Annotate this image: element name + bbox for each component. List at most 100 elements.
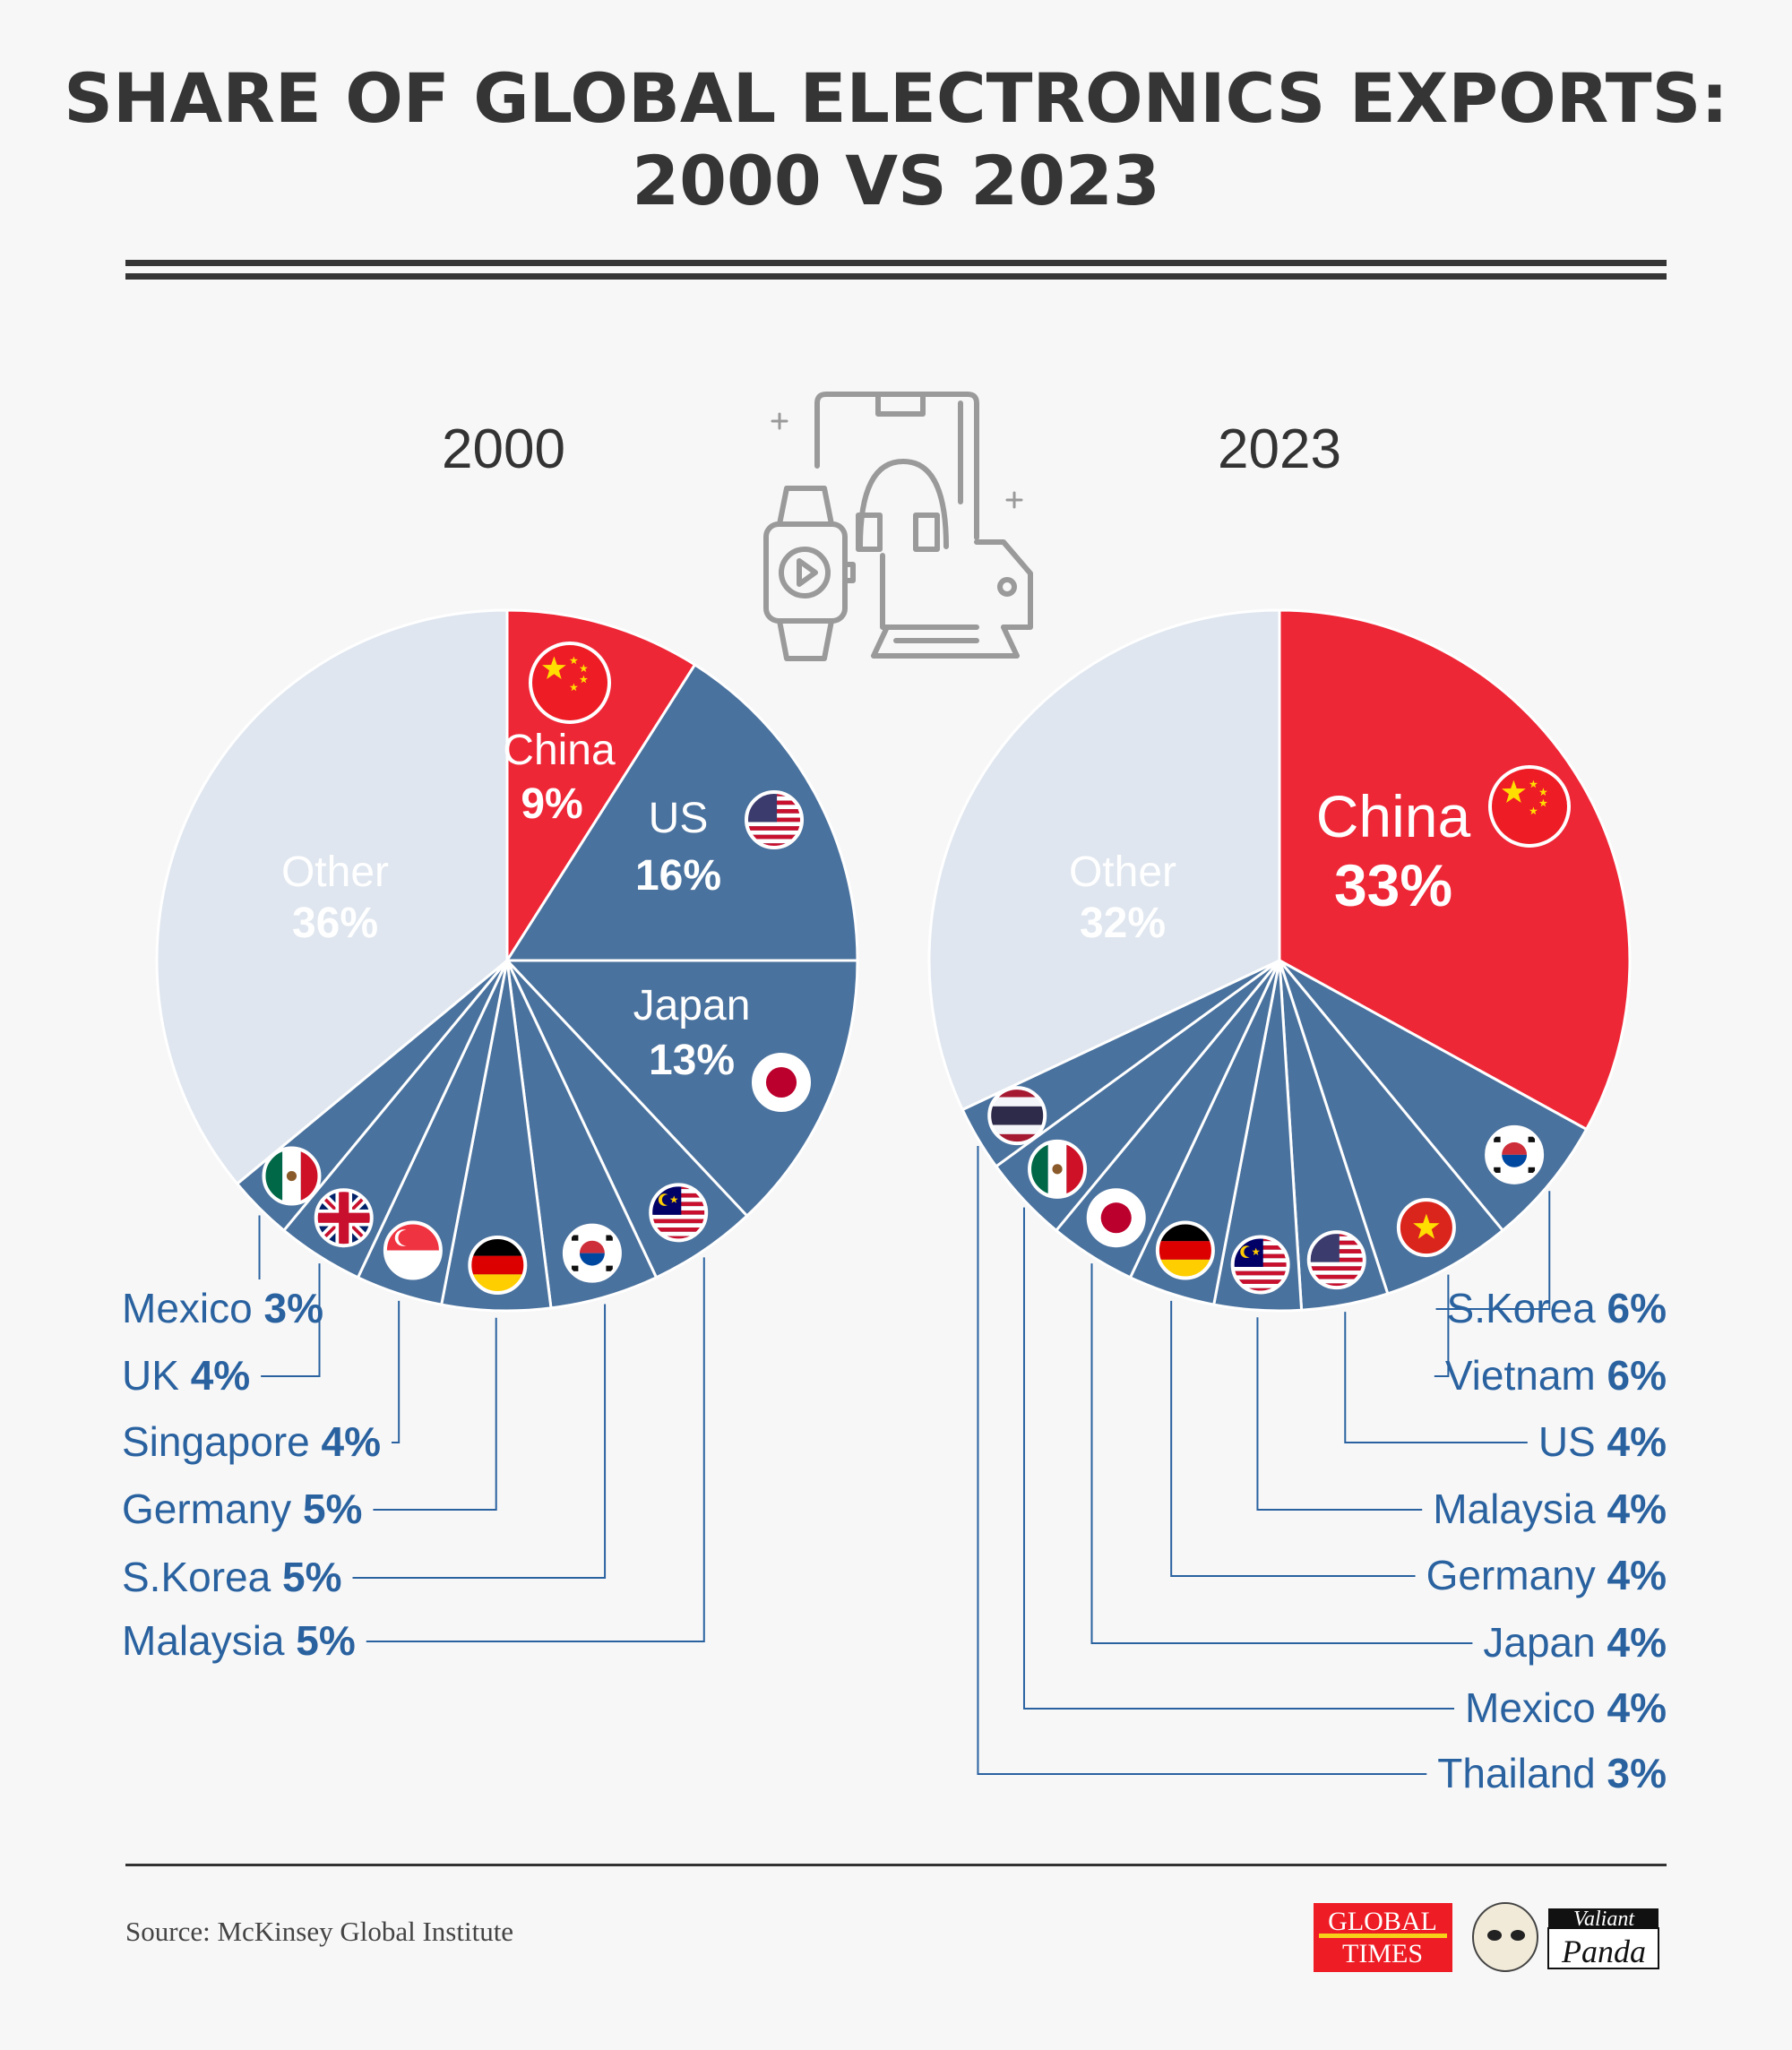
leader-line (1090, 1263, 1473, 1644)
flag-de-icon (1155, 1220, 1215, 1280)
data-label-value: 5% (282, 1554, 341, 1600)
data-label: Malaysia 5% (122, 1617, 356, 1664)
data-label: Malaysia 4% (1433, 1486, 1667, 1532)
data-label: Mexico 4% (1465, 1684, 1667, 1731)
leader-line (977, 1146, 1427, 1775)
slice-2000-japan (504, 959, 859, 1219)
data-label-name: Singapore (122, 1418, 322, 1465)
leader-line (1022, 1207, 1455, 1710)
flag-th-icon (987, 1086, 1047, 1146)
slice-label-name: Japan (633, 982, 751, 1029)
flag-jp-icon (1086, 1188, 1146, 1248)
data-label: Japan 4% (1483, 1619, 1667, 1666)
leader-line (373, 1317, 497, 1511)
data-label-value: 6% (1607, 1352, 1667, 1399)
svg-text:Panda: Panda (1561, 1934, 1646, 1969)
data-label-value: 4% (322, 1418, 381, 1465)
slice-2000-other (155, 608, 509, 1186)
footer-divider (125, 1864, 1667, 1866)
electronics-devices-icon (763, 392, 1033, 661)
data-label-name: S.Korea (122, 1554, 282, 1600)
data-label-value: 4% (191, 1352, 250, 1399)
slice-label-name: China (503, 727, 616, 774)
data-label-name: Vietnam (1445, 1352, 1607, 1399)
slice-2000-us (504, 662, 859, 962)
data-label-value: 4% (1607, 1684, 1667, 1731)
data-label-value: 3% (1607, 1750, 1667, 1796)
data-label: Germany 4% (1426, 1552, 1667, 1598)
leader-line (1435, 1191, 1551, 1310)
slice-label-value: 36% (292, 900, 378, 947)
data-label-value: 4% (1607, 1486, 1667, 1532)
slice-label-name: Other (1069, 848, 1176, 896)
title-divider-bottom (125, 273, 1667, 280)
flag-my-icon (649, 1183, 709, 1243)
data-label: Mexico 3% (122, 1285, 323, 1331)
svg-text:Valiant: Valiant (1573, 1908, 1635, 1931)
data-label-value: 4% (1607, 1418, 1667, 1465)
data-label-name: Thailand (1437, 1750, 1607, 1796)
data-label: UK 4% (122, 1352, 250, 1399)
leader-line (391, 1300, 401, 1443)
flag-mx-icon (262, 1146, 322, 1206)
data-label-value: 5% (296, 1617, 355, 1664)
flag-us-icon (1306, 1230, 1366, 1290)
pie-2023-title: 2023 (1218, 418, 1341, 480)
data-label-name: Malaysia (1433, 1486, 1607, 1532)
slice-2023-china (1278, 608, 1632, 1132)
flag-mx-icon (1028, 1139, 1088, 1199)
pie-2000 (155, 608, 859, 1313)
leader-line (1256, 1317, 1423, 1511)
flag-cn-icon (1488, 765, 1571, 848)
data-label-value: 4% (1607, 1619, 1667, 1666)
title-divider-top (125, 260, 1667, 266)
flag-cn-icon (529, 642, 611, 724)
source-note: Source: McKinsey Global Institute (125, 1916, 513, 1947)
title-line-2: 2000 VS 2023 (632, 141, 1160, 220)
data-label-name: US (1538, 1418, 1607, 1465)
data-label-name: UK (122, 1352, 191, 1399)
data-label-value: 5% (303, 1486, 362, 1532)
leader-line (1170, 1300, 1416, 1577)
slice-label-value: 16% (635, 852, 721, 900)
slice-label-name: US (649, 795, 709, 842)
slice-2023-other (927, 608, 1281, 1112)
data-label-value: 6% (1607, 1285, 1667, 1331)
flag-gb-icon (314, 1188, 374, 1248)
data-label-name: Germany (1426, 1552, 1607, 1598)
data-label-name: Mexico (122, 1285, 263, 1331)
data-label: Vietnam 6% (1445, 1352, 1667, 1399)
title-line-1: SHARE OF GLOBAL ELECTRONICS EXPORTS: (64, 58, 1728, 138)
leader-line (366, 1257, 705, 1642)
global-times-logo: GLOBAL TIMES (1314, 1903, 1452, 1972)
data-label: US 4% (1538, 1418, 1667, 1465)
slice-label-name: Other (281, 848, 389, 896)
leader-line (1434, 1274, 1450, 1377)
valiant-panda-logo: Valiant Panda (1472, 1902, 1659, 1972)
svg-text:TIMES: TIMES (1342, 1939, 1423, 1968)
data-label: Thailand 3% (1437, 1750, 1667, 1796)
pie-2000-title: 2000 (442, 418, 565, 480)
pie-2023 (927, 608, 1632, 1313)
data-label-name: Malaysia (122, 1617, 296, 1664)
data-label-value: 3% (263, 1285, 323, 1331)
flag-kr-icon (562, 1223, 622, 1283)
slice-label-value: 32% (1080, 900, 1166, 947)
data-label: Singapore 4% (122, 1418, 381, 1465)
slice-label-value: 33% (1334, 852, 1452, 918)
slice-label-value: 9% (521, 780, 582, 828)
leader-line (261, 1263, 321, 1377)
slice-label-value: 13% (649, 1037, 735, 1084)
flag-vn-icon (1396, 1198, 1456, 1258)
data-label: S.Korea 5% (122, 1554, 341, 1600)
data-label-name: Germany (122, 1486, 303, 1532)
data-label: Germany 5% (122, 1486, 362, 1532)
flag-us-icon (745, 790, 804, 849)
leader-line (1344, 1312, 1528, 1443)
flag-my-icon (1230, 1235, 1290, 1295)
data-label-name: Mexico (1465, 1684, 1607, 1731)
slice-label-name: China (1316, 783, 1471, 849)
flag-jp-icon (752, 1053, 811, 1112)
